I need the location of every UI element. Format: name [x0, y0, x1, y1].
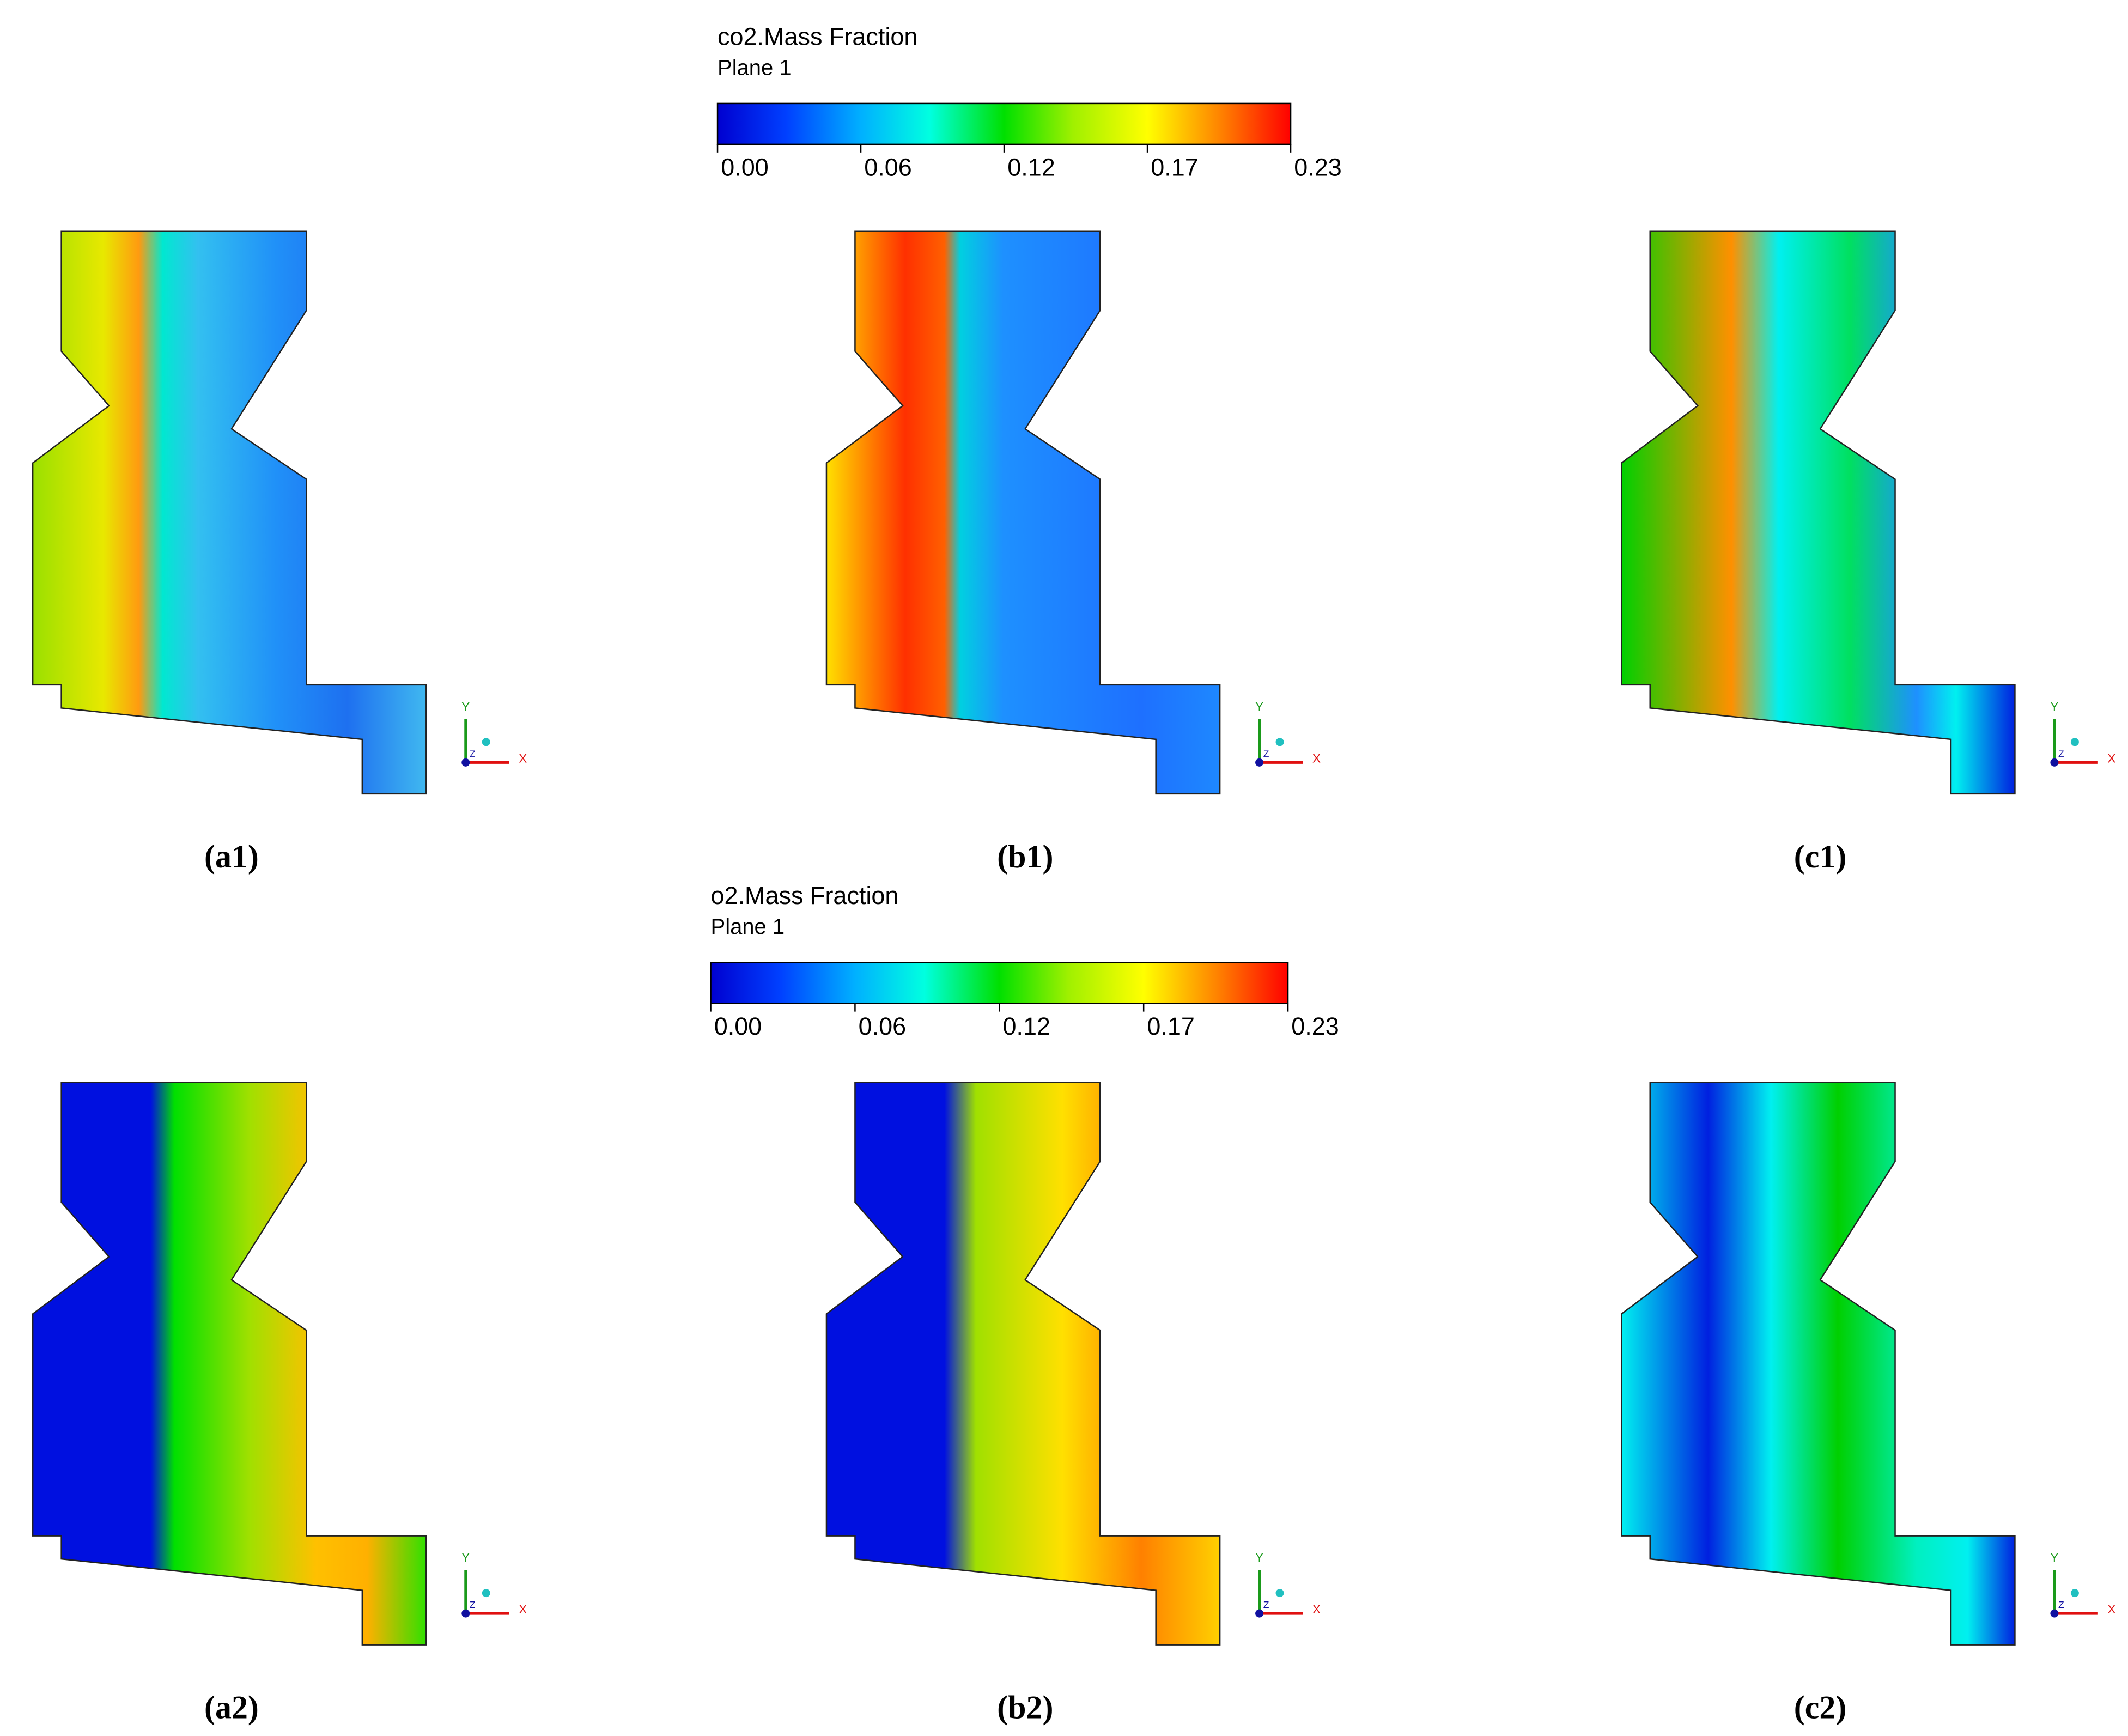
axis-z	[2070, 1589, 2079, 1598]
axis-label: X	[519, 1603, 527, 1616]
axis-z	[2070, 738, 2079, 746]
contour-panel: Y X Z (c1)	[1621, 230, 2115, 875]
axis-label: X	[2107, 1603, 2115, 1616]
axis-label: X	[2107, 751, 2115, 765]
axis-origin	[2050, 1609, 2059, 1618]
colorbar-tick-label: 0.23	[1291, 1012, 1339, 1040]
axis-label: X	[519, 751, 527, 765]
legend-subtitle: Plane 1	[711, 915, 785, 939]
legend-subtitle: Plane 1	[718, 56, 792, 80]
colorbar-tick-label: 0.00	[721, 153, 769, 181]
panel-label: (b2)	[997, 1690, 1053, 1726]
contour-plot	[1621, 1082, 2016, 1646]
contour-panel: Y X Z (a2)	[32, 1082, 527, 1726]
axis-origin	[1255, 758, 1264, 767]
contour-panel: Y X Z (a1)	[32, 230, 527, 875]
axis-label: Y	[461, 1551, 470, 1564]
axis-origin	[461, 758, 470, 767]
axis-label: Y	[1255, 1551, 1263, 1564]
axis-label: Z	[470, 1599, 476, 1610]
axis-label: Z	[2058, 1599, 2064, 1610]
axis-label: Y	[461, 700, 470, 713]
legend-title: o2.Mass Fraction	[711, 882, 899, 909]
axis-z	[1275, 1589, 1284, 1598]
axis-z	[482, 1589, 490, 1598]
axis-z	[482, 738, 490, 746]
panel-label: (a1)	[204, 839, 259, 875]
axis-label: Y	[1255, 700, 1263, 713]
legend-title: co2.Mass Fraction	[718, 22, 917, 50]
colorbar-tick-label: 0.17	[1151, 153, 1199, 181]
panel-label: (a2)	[204, 1690, 259, 1726]
panel-label: (c1)	[1794, 839, 1847, 875]
contour-plot	[825, 1082, 1221, 1646]
colorbar	[716, 102, 1292, 145]
axis-label: Z	[470, 748, 476, 759]
axis-label: X	[1312, 1603, 1321, 1616]
axis-label: Z	[1263, 1599, 1269, 1610]
colorbar-tick-label: 0.12	[1007, 153, 1055, 181]
colorbar-tick-label: 0.06	[859, 1012, 907, 1040]
axis-label: X	[1312, 751, 1321, 765]
axis-origin	[461, 1609, 470, 1618]
axis-label: Z	[1263, 748, 1269, 759]
contour-panel: Y X Z (b2)	[825, 1082, 1321, 1726]
axis-origin	[2050, 758, 2059, 767]
colorbar-tick-label: 0.23	[1294, 153, 1342, 181]
panel-label: (b1)	[997, 839, 1053, 875]
contour-panel: Y X Z (b1)	[825, 230, 1321, 875]
axis-z	[1275, 738, 1284, 746]
axis-label: Z	[2058, 748, 2064, 759]
contour-plot	[1621, 230, 2016, 795]
axis-label: Y	[2050, 700, 2058, 713]
contour-plot	[825, 230, 1221, 795]
axis-label: Y	[2050, 1551, 2058, 1564]
colorbar-tick-label: 0.00	[714, 1012, 762, 1040]
colorbar-tick-label: 0.06	[864, 153, 912, 181]
colorbar-tick-label: 0.12	[1003, 1012, 1051, 1040]
colorbar	[710, 962, 1289, 1004]
contour-panel: Y X Z (c2)	[1621, 1082, 2115, 1726]
contour-plot	[32, 1082, 427, 1646]
axis-origin	[1255, 1609, 1264, 1618]
panel-label: (c2)	[1794, 1690, 1847, 1726]
colorbar-tick-label: 0.17	[1147, 1012, 1195, 1040]
contour-plot	[32, 230, 427, 795]
